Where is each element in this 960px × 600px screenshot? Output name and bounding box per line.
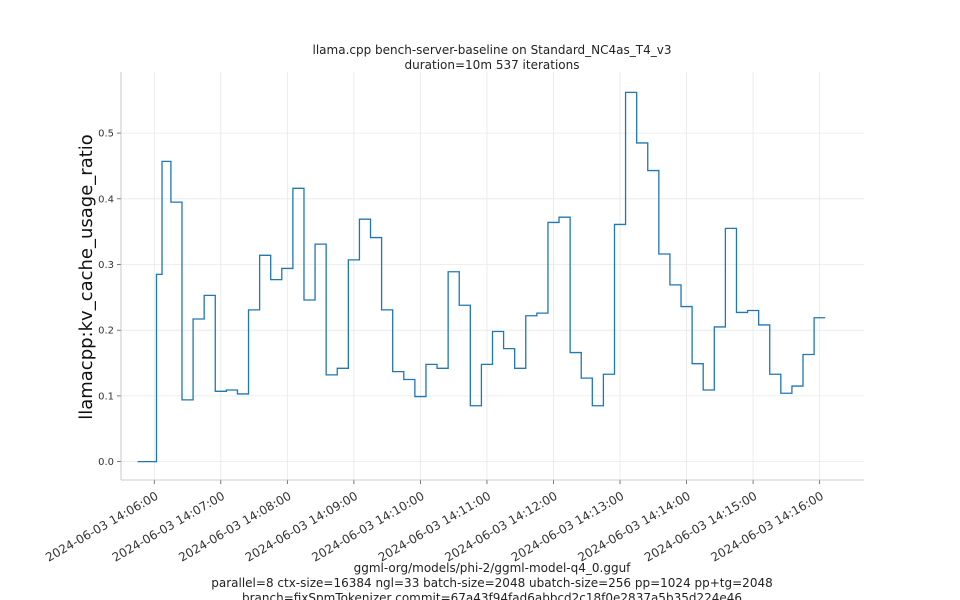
footer-branch: branch=fixSpmTokenizer commit=67a43f94fa… (242, 591, 742, 600)
data-series (137, 91, 826, 463)
x-tick-label: 2024-06-03 14:15:00 (642, 489, 759, 565)
x-tick-label: 2024-06-03 14:13:00 (509, 489, 626, 565)
y-axis-label: llamacpp:kv_cache_usage_ratio (76, 134, 97, 420)
y-tick-label: 0.0 (98, 457, 114, 468)
y-tick-label: 0.1 (98, 391, 114, 402)
y-tick-label: 0.2 (98, 326, 114, 337)
y-tick-label: 0.3 (98, 260, 114, 271)
x-tick-label: 2024-06-03 14:14:00 (575, 489, 692, 565)
x-tick-label: 2024-06-03 14:07:00 (110, 489, 227, 565)
x-tick-label: 2024-06-03 14:08:00 (176, 489, 293, 565)
y-tick-label: 0.4 (98, 194, 114, 205)
x-tick-label: 2024-06-03 14:16:00 (709, 489, 826, 565)
chart-text: llama.cpp bench-server-baseline on Stand… (76, 43, 773, 600)
footer-model: ggml-org/models/phi-2/ggml-model-q4_0.gg… (354, 561, 632, 575)
chart-subtitle: duration=10m 537 iterations (405, 58, 580, 72)
x-tick-label: 2024-06-03 14:10:00 (309, 489, 426, 565)
x-tick-label: 2024-06-03 14:11:00 (376, 489, 493, 565)
x-tick-label: 2024-06-03 14:12:00 (442, 489, 559, 565)
x-tick-label: 2024-06-03 14:09:00 (243, 489, 360, 565)
footer-params: parallel=8 ctx-size=16384 ngl=33 batch-s… (211, 576, 772, 590)
grid (121, 72, 864, 480)
x-tick-label: 2024-06-03 14:06:00 (43, 489, 160, 565)
chart-title: llama.cpp bench-server-baseline on Stand… (313, 43, 672, 57)
series-line (137, 91, 826, 463)
y-tick-label: 0.5 (98, 129, 114, 140)
